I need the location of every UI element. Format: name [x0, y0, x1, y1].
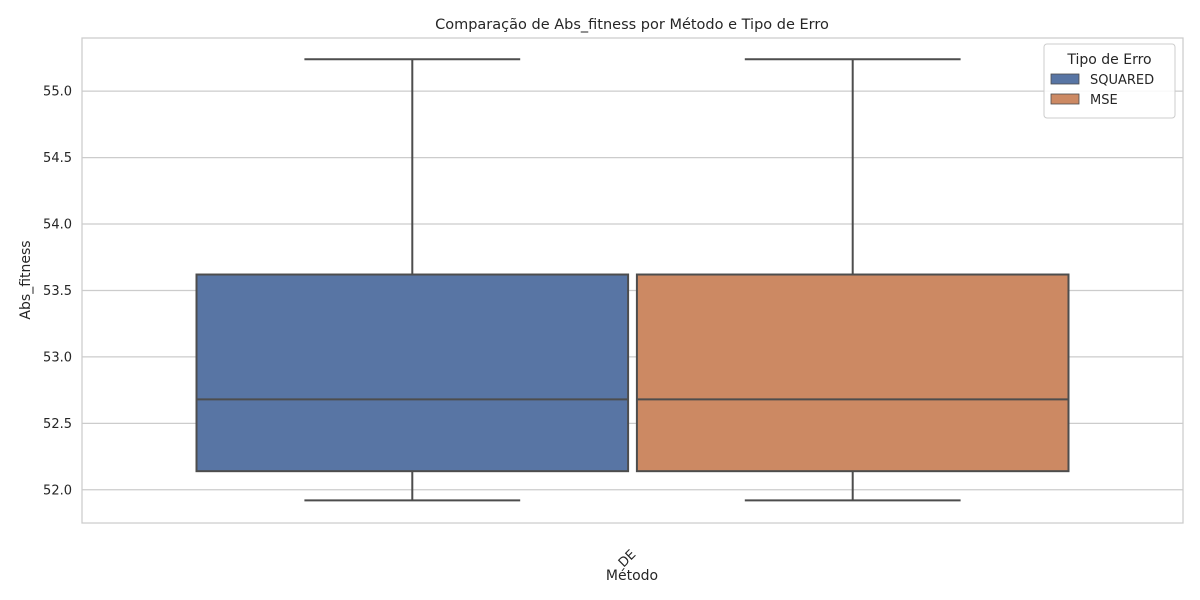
box-iqr [635, 273, 1070, 473]
plot-area-frame [81, 37, 1184, 524]
legend: Tipo de Erro SQUARED MSE [1043, 43, 1176, 119]
legend-label-mse: MSE [1090, 93, 1118, 108]
legend-title: Tipo de Erro [1066, 52, 1151, 68]
legend-label-squared: SQUARED [1090, 73, 1154, 88]
box-squared-de [195, 58, 630, 502]
y-tick-label-1: 52.5 [43, 417, 72, 432]
y-tick-label-4: 54.0 [43, 218, 72, 233]
boxes [195, 58, 1070, 502]
y-tick-label-2: 53.0 [43, 350, 72, 365]
y-tick-label-3: 53.5 [43, 284, 72, 299]
legend-swatch-squared [1050, 73, 1080, 85]
box-mse-de [635, 58, 1070, 502]
legend-swatch-mse [1050, 93, 1080, 105]
chart-title: Comparação de Abs_fitness por Método e T… [435, 17, 829, 33]
y-tick-label-6: 55.0 [43, 85, 72, 100]
y-axis-label: Abs_fitness [18, 240, 34, 319]
y-tick-label-0: 52.0 [43, 483, 72, 498]
x-axis-label: Método [606, 568, 658, 584]
y-tick-label-5: 54.5 [43, 151, 72, 166]
y-axis-ticks: 52.0 52.5 53.0 53.5 54.0 54.5 55.0 [43, 85, 72, 499]
legend-items: SQUARED MSE [1050, 73, 1154, 108]
box-iqr [195, 273, 630, 473]
